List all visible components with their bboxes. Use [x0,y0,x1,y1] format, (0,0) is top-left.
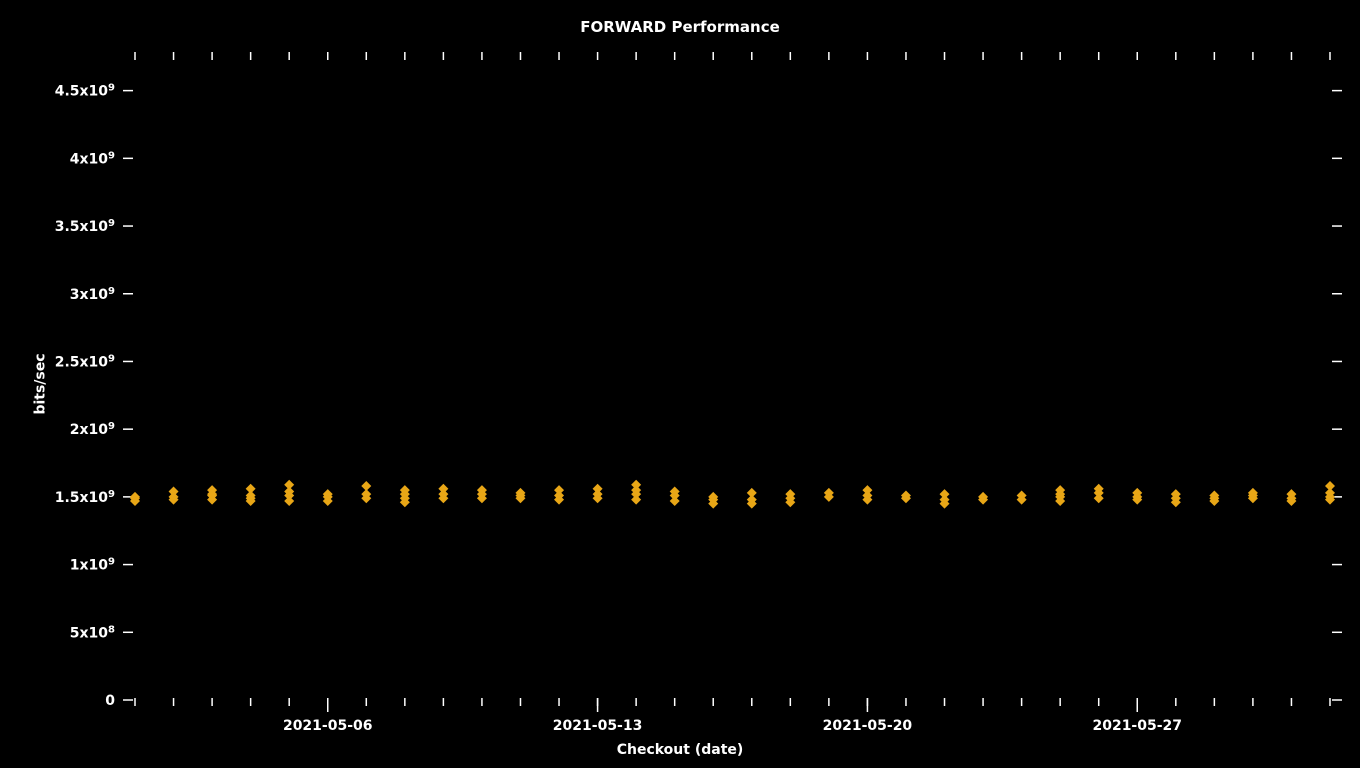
chart-svg: 0 5x108 1x109 1.5x109 2x109 2.5x109 3x109 3.5x1… [0,0,1360,768]
y-tick-label: 1.5x109 [55,488,115,506]
x-tick-label: 2021-05-13 [553,718,643,734]
x-tick-label: 2021-05-20 [823,718,913,734]
data-point [284,496,294,506]
data-point [631,495,641,505]
y-tick-label: 3x109 [70,285,115,303]
data-point [1094,493,1104,503]
y-tick-label: 3.5x109 [55,218,115,236]
y-tick-label: 2x109 [70,421,115,439]
data-point [670,496,680,506]
y-tick-label: 5x108 [70,624,115,642]
y-tick-label: 1x109 [70,556,115,574]
y-tick-label: 0 [105,693,115,709]
y-tick-label: 4.5x109 [55,82,115,100]
chart-container: FORWARD Performance bits/sec Checkout (d… [0,0,1360,768]
y-tick-label: 2.5x109 [55,353,115,371]
y-tick-label: 4x109 [70,150,115,168]
x-tick-label: 2021-05-06 [283,718,373,734]
x-tick-label: 2021-05-27 [1092,718,1182,734]
